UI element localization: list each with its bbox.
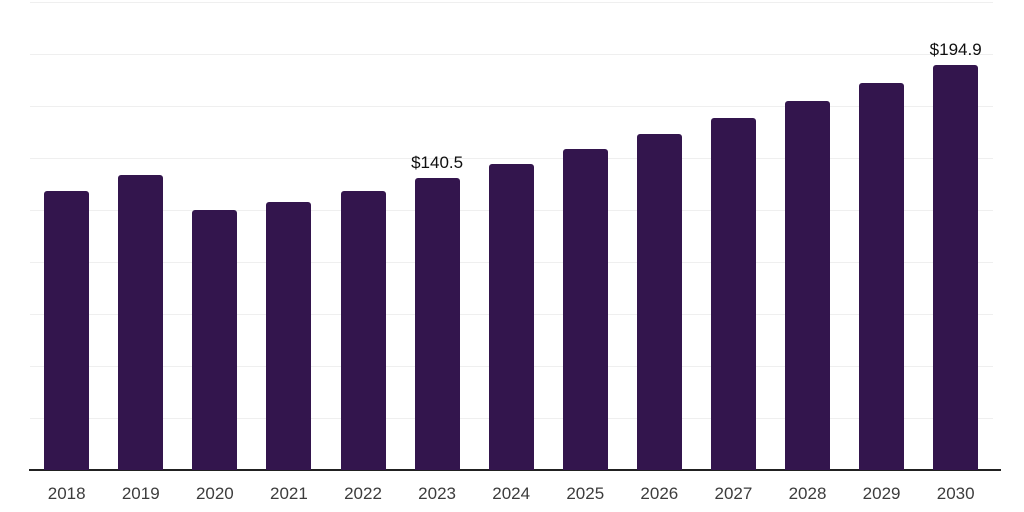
bar-2025 bbox=[562, 149, 608, 470]
gridline bbox=[30, 158, 993, 159]
x-tick-label-2025: 2025 bbox=[566, 484, 605, 503]
value-label-2030: $194.9 bbox=[929, 39, 982, 59]
bar-2024 bbox=[488, 163, 534, 470]
x-tick-label-2028: 2028 bbox=[788, 484, 827, 503]
bar-2023 bbox=[414, 177, 460, 470]
x-tick-label-2026: 2026 bbox=[640, 484, 679, 503]
gridline bbox=[30, 2, 993, 3]
x-tick-label-2021: 2021 bbox=[270, 484, 308, 503]
x-axis-line bbox=[29, 469, 1001, 471]
x-tick-label-2018: 2018 bbox=[47, 484, 86, 503]
bar-2020 bbox=[192, 210, 238, 470]
gridline bbox=[30, 54, 993, 55]
x-tick-label-2020: 2020 bbox=[195, 484, 234, 503]
bar-2026 bbox=[636, 133, 682, 470]
bar-2021 bbox=[266, 201, 312, 470]
bar-2029 bbox=[859, 83, 905, 470]
bar-2028 bbox=[785, 100, 830, 470]
value-label-2023: $140.5 bbox=[411, 152, 464, 172]
bar-2027 bbox=[710, 117, 756, 470]
x-tick-label-2027: 2027 bbox=[714, 484, 753, 503]
bar-2019 bbox=[118, 174, 164, 470]
bar-2022 bbox=[340, 190, 386, 470]
x-tick-label-2024: 2024 bbox=[492, 484, 531, 503]
x-tick-label-2030: 2030 bbox=[936, 484, 975, 503]
x-tick-label-2023: 2023 bbox=[418, 484, 456, 503]
gridline bbox=[30, 106, 993, 107]
x-tick-label-2022: 2022 bbox=[344, 484, 382, 503]
x-tick-label-2019: 2019 bbox=[121, 484, 160, 503]
bar-2018 bbox=[44, 190, 90, 470]
bar-2030 bbox=[933, 64, 979, 470]
x-tick-label-2029: 2029 bbox=[862, 484, 901, 503]
